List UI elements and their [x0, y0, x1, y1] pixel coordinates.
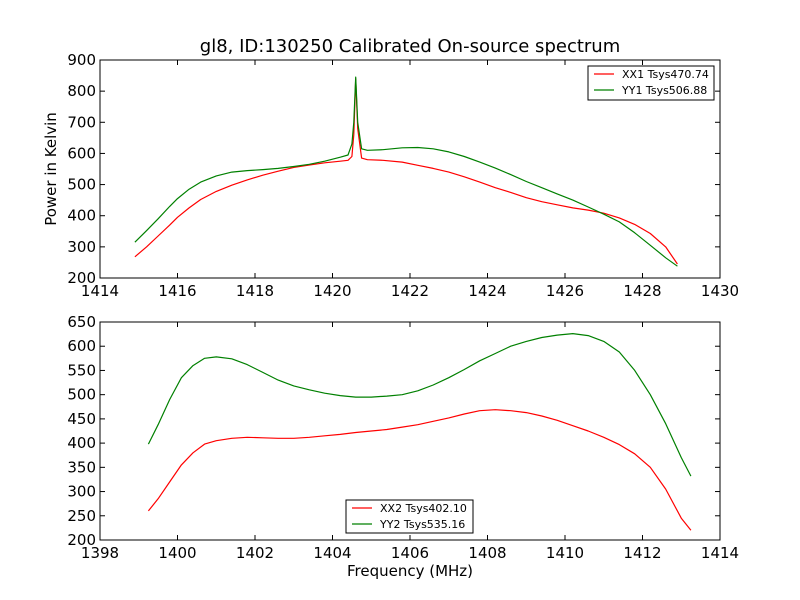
- chart-title: gl8, ID:130250 Calibrated On-source spec…: [200, 36, 620, 57]
- y-tick-label: 450: [67, 410, 96, 428]
- y-tick-label: 900: [67, 51, 96, 69]
- y-tick-label: 400: [67, 434, 96, 452]
- legend-label-xx2: XX2 Tsys402.10: [380, 502, 467, 515]
- bottom-legend: XX2 Tsys402.10 YY2 Tsys535.16: [345, 499, 474, 534]
- x-tick-label: 1428: [623, 282, 661, 300]
- top-legend-box: [587, 65, 715, 101]
- y-tick-label: 550: [67, 361, 96, 379]
- bottom-legend-box: [345, 499, 474, 534]
- top-panel: gl8, ID:130250 Calibrated On-source spec…: [42, 36, 739, 300]
- legend-label-yy2: YY2 Tsys535.16: [379, 518, 465, 531]
- series-line-xx2: [147, 409, 692, 531]
- series-line-yy1: [134, 76, 678, 267]
- x-tick-label: 1408: [468, 544, 506, 562]
- x-tick-label: 1420: [313, 282, 351, 300]
- x-tick-label: 1414: [701, 544, 739, 562]
- x-tick-label: 1404: [313, 544, 351, 562]
- y-tick-label: 300: [67, 483, 96, 501]
- y-tick-label: 800: [67, 82, 96, 100]
- x-tick-label: 1426: [546, 282, 584, 300]
- x-tick-label: 1416: [158, 282, 196, 300]
- x-tick-label: 1400: [158, 544, 196, 562]
- top-y-axis-label: Power in Kelvin: [42, 112, 60, 226]
- y-tick-label: 250: [67, 507, 96, 525]
- y-tick-label: 500: [67, 176, 96, 194]
- x-tick-label: 1422: [391, 282, 429, 300]
- legend-label-xx1: XX1 Tsys470.74: [622, 68, 709, 81]
- y-tick-label: 500: [67, 386, 96, 404]
- top-ticks: 1414 1416 1418 1420 1422 1424 1426 1428 1430 200 3…: [67, 51, 739, 300]
- legend-label-yy1: YY1 Tsys506.88: [621, 84, 707, 97]
- y-tick-label: 200: [67, 531, 96, 549]
- bottom-x-axis-label: Frequency (MHz): [347, 562, 473, 580]
- y-tick-label: 200: [67, 269, 96, 287]
- x-tick-label: 1410: [546, 544, 584, 562]
- bottom-series-lines: [147, 333, 692, 531]
- y-tick-label: 700: [67, 113, 96, 131]
- y-tick-label: 650: [67, 313, 96, 331]
- x-tick-label: 1406: [391, 544, 429, 562]
- bottom-panel: 1398 1400 1402 1404 1406 1408 1410 1412 1414 200 2…: [67, 313, 739, 580]
- x-tick-label: 1402: [236, 544, 274, 562]
- y-tick-label: 600: [67, 144, 96, 162]
- y-tick-label: 300: [67, 238, 96, 256]
- top-legend: XX1 Tsys470.74 YY1 Tsys506.88: [587, 65, 715, 101]
- x-tick-label: 1412: [623, 544, 661, 562]
- x-tick-label: 1430: [701, 282, 739, 300]
- series-line-yy2: [147, 333, 692, 477]
- x-tick-label: 1418: [236, 282, 274, 300]
- x-tick-label: 1414: [81, 282, 119, 300]
- y-tick-label: 600: [67, 337, 96, 355]
- x-tick-label: 1398: [81, 544, 119, 562]
- y-tick-label: 350: [67, 458, 96, 476]
- y-tick-label: 400: [67, 207, 96, 225]
- bottom-ticks: 1398 1400 1402 1404 1406 1408 1410 1412 1414 200 2…: [67, 313, 739, 562]
- series-line-xx1: [134, 78, 678, 265]
- top-series-lines: [134, 76, 678, 267]
- x-tick-label: 1424: [468, 282, 506, 300]
